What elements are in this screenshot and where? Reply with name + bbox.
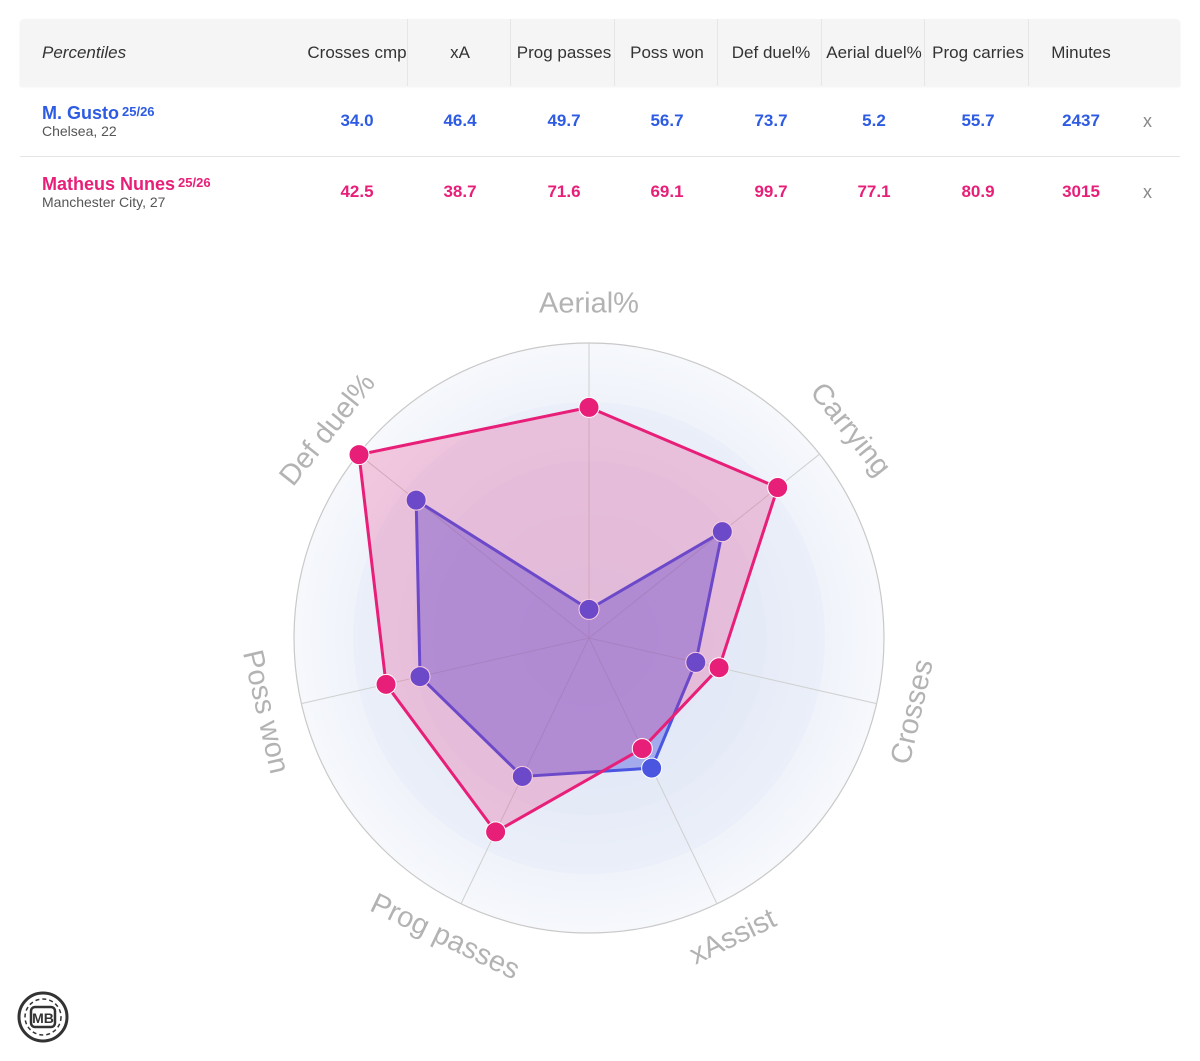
value-prog-carries: 55.7 xyxy=(961,111,995,130)
radar-spoke xyxy=(588,637,877,705)
axis-label: xAssist xyxy=(685,902,782,971)
radar-series-1-area xyxy=(414,498,724,778)
value-prog-passes: 71.6 xyxy=(547,182,581,201)
player-season: 25/26 xyxy=(178,175,211,190)
remove-player-button[interactable]: x xyxy=(1143,111,1152,131)
axis-label: Poss won xyxy=(236,647,295,777)
player-name[interactable]: M. Gusto 25/26 xyxy=(42,103,155,123)
value-poss-won: 69.1 xyxy=(650,182,684,201)
player-row-nunes: Matheus Nunes 25/26 Manchester City, 27 4… xyxy=(20,157,1180,227)
radar-series-2-area xyxy=(357,405,780,834)
player-name[interactable]: Matheus Nunes 25/26 xyxy=(42,174,211,194)
col-xa: xA xyxy=(410,19,511,86)
value-def-duel: 73.7 xyxy=(754,111,788,130)
remove-player-button[interactable]: x xyxy=(1143,182,1152,202)
radar-point xyxy=(767,477,789,499)
value-aerial-duel: 77.1 xyxy=(857,182,891,201)
axis-label: Aerial% xyxy=(539,288,639,320)
radar-spoke xyxy=(301,637,590,705)
radar-point xyxy=(348,444,370,466)
radar-spoke xyxy=(358,453,590,639)
value-xa: 46.4 xyxy=(443,111,477,130)
value-minutes: 2437 xyxy=(1062,111,1100,130)
player-club-age: Manchester City, 27 xyxy=(42,194,166,210)
value-xa: 38.7 xyxy=(443,182,477,201)
value-prog-carries: 80.9 xyxy=(961,182,995,201)
axis-label: Crosses xyxy=(885,656,940,767)
radar-point xyxy=(511,765,533,787)
col-def-duel: Def duel% xyxy=(721,19,822,86)
radar-point xyxy=(685,651,707,673)
radar-point xyxy=(578,396,600,418)
table-header: Percentiles Crosses cmp xA Prog passes P… xyxy=(20,19,1180,86)
player-season: 25/26 xyxy=(122,104,155,119)
radar-point xyxy=(409,666,431,688)
radar-point xyxy=(578,598,600,620)
value-prog-passes: 49.7 xyxy=(547,111,581,130)
col-prog-passes: Prog passes xyxy=(514,19,615,86)
radar-point xyxy=(641,757,663,779)
percentiles-table: Percentiles Crosses cmp xA Prog passes P… xyxy=(20,19,1180,227)
radar-point xyxy=(405,489,427,511)
player-row-gusto: M. Gusto 25/26 Chelsea, 22 34.0 46.4 49.7… xyxy=(20,86,1180,157)
value-minutes: 3015 xyxy=(1062,182,1100,201)
player-club-age: Chelsea, 22 xyxy=(42,123,117,139)
radar-point xyxy=(485,821,507,843)
radar-point xyxy=(708,657,730,679)
value-crosses-cmp: 34.0 xyxy=(340,111,374,130)
radar-point xyxy=(375,673,397,695)
col-aerial-duel: Aerial duel% xyxy=(824,19,925,86)
value-poss-won: 56.7 xyxy=(650,111,684,130)
col-crosses-cmp: Crosses cmp xyxy=(307,19,408,86)
col-minutes: Minutes xyxy=(1051,43,1111,62)
value-crosses-cmp: 42.5 xyxy=(340,182,374,201)
col-prog-carries: Prog carries xyxy=(928,19,1029,86)
value-def-duel: 99.7 xyxy=(754,182,788,201)
radar-point xyxy=(711,521,733,543)
percentiles-label: Percentiles xyxy=(42,43,127,62)
mb-logo: MB xyxy=(17,991,69,1043)
col-poss-won: Poss won xyxy=(617,19,718,86)
radar-point xyxy=(631,738,653,760)
value-aerial-duel: 5.2 xyxy=(862,111,886,130)
logo-text: MB xyxy=(32,1010,54,1026)
